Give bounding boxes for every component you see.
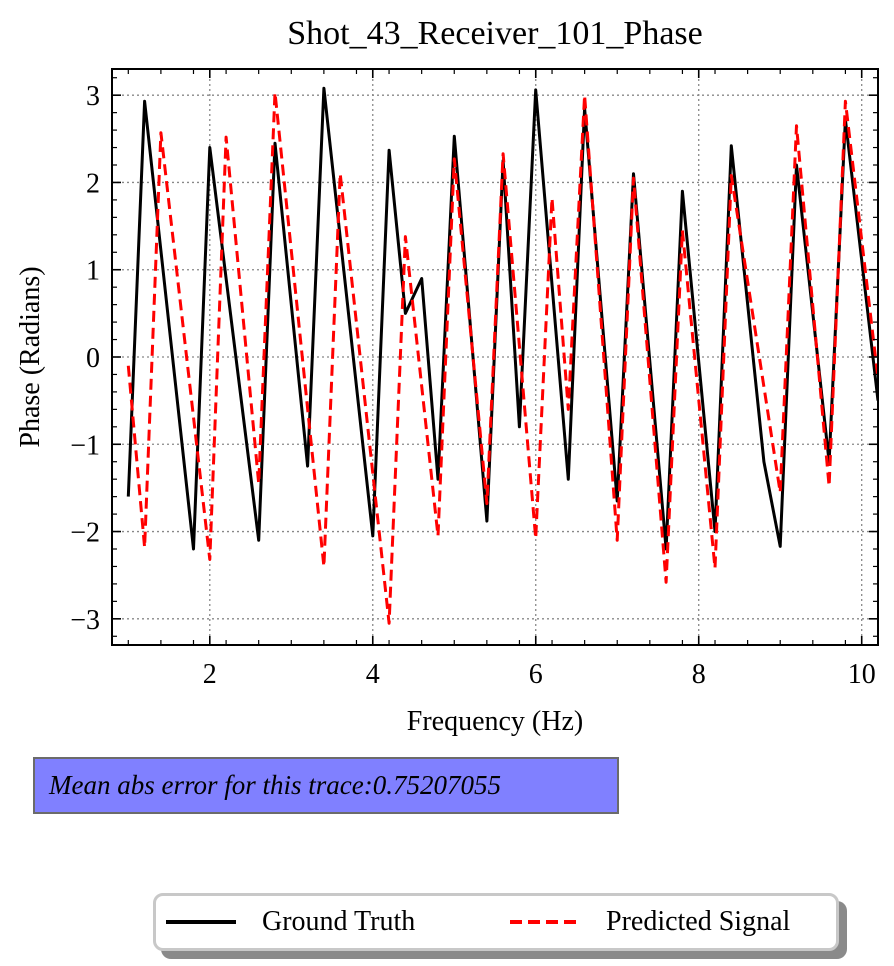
y-tick-label: 0 <box>86 343 100 374</box>
series-line-ground-truth <box>126 86 878 551</box>
y-tick-label: 2 <box>86 168 100 199</box>
chart-title: Shot_43_Receiver_101_Phase <box>287 15 703 52</box>
y-tick-label: −1 <box>70 430 100 461</box>
x-tick-label: 2 <box>203 659 217 690</box>
legend-label-ground-truth: Ground Truth <box>262 906 416 937</box>
legend-swatch-predicted-signal <box>510 920 580 924</box>
legend-swatch-ground-truth <box>166 920 236 924</box>
legend-label-predicted-signal: Predicted Signal <box>606 906 791 937</box>
mean-abs-error-box: Mean abs error for this trace:0.75207055 <box>33 757 619 814</box>
phase-chart: Shot_43_Receiver_101_Phase 2 4 6 8 10 −3 −2 −1 0… <box>15 15 879 737</box>
y-axis-label: Phase (Radians) <box>15 266 46 447</box>
series-line-predicted-signal <box>126 91 878 625</box>
x-tick-label: 8 <box>692 659 706 690</box>
mean-abs-error-text: Mean abs error for this trace:0.75207055 <box>49 770 501 800</box>
legend-item-predicted-signal: Predicted Signal <box>510 896 790 948</box>
y-tick-label: −2 <box>70 518 100 549</box>
x-tick-label: 10 <box>848 659 876 690</box>
legend: Ground Truth Predicted Signal <box>153 893 839 951</box>
y-tick-label: 3 <box>86 81 100 112</box>
x-tick-label: 6 <box>529 659 543 690</box>
series-layer <box>126 86 878 625</box>
x-tick-label: 4 <box>366 659 380 690</box>
x-axis-label: Frequency (Hz) <box>407 706 583 737</box>
y-tick-label: −3 <box>70 605 100 636</box>
y-tick-label: 1 <box>86 256 100 287</box>
legend-item-ground-truth: Ground Truth <box>166 896 415 948</box>
ticks: 2 4 6 8 10 −3 −2 −1 0 1 2 3 <box>70 69 878 690</box>
